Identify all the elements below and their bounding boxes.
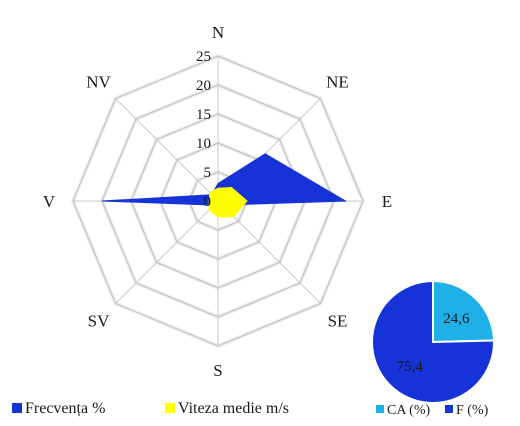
pie-slice-f: [371, 279, 495, 404]
legend-label-ca: CA (%): [387, 403, 431, 418]
legend-swatch-frecventa: [12, 403, 22, 413]
pie-data-label-f: 75,4: [396, 359, 423, 375]
pie-slice-ca: [432, 279, 496, 344]
direction-label-v: V: [43, 192, 56, 211]
tick-label-10: 10: [196, 136, 211, 152]
direction-label-e: E: [382, 192, 392, 211]
legend-swatch-f: [445, 405, 453, 413]
direction-label-nv: NV: [86, 73, 111, 92]
tick-label-20: 20: [196, 78, 211, 94]
tick-label-15: 15: [196, 107, 211, 123]
radar-direction-labels: N NE E SE S SV V NV: [43, 23, 392, 380]
series-area-viteza-medie: [208, 186, 248, 218]
spoke-sv: [115, 200, 219, 304]
radar-tick-labels: 0 5 10 15 20 25: [196, 49, 211, 210]
legend-label-viteza-medie: Viteza medie m/s: [178, 400, 289, 417]
legend-label-f: F (%): [456, 403, 489, 418]
direction-label-n: N: [212, 23, 224, 42]
spoke-nv: [115, 98, 219, 202]
pie-data-label-ca: 24,6: [443, 311, 470, 327]
spoke-se: [217, 200, 321, 304]
tick-label-0: 0: [204, 194, 212, 210]
tick-label-5: 5: [204, 165, 212, 181]
tick-label-25: 25: [196, 49, 211, 65]
legend-swatch-viteza-medie: [165, 403, 175, 413]
legend-label-frecventa: Frecvența %: [25, 400, 105, 417]
pie-chart: 24,6 75,4: [371, 279, 496, 404]
direction-label-ne: NE: [326, 73, 349, 92]
radar-series: [101, 153, 348, 218]
legend-swatch-ca: [376, 405, 384, 413]
direction-label-se: SE: [328, 312, 348, 331]
direction-label-sv: SV: [88, 312, 110, 331]
direction-label-s: S: [213, 361, 222, 380]
legend: Frecvența % Viteza medie m/s CA (%) F (%): [12, 400, 489, 418]
